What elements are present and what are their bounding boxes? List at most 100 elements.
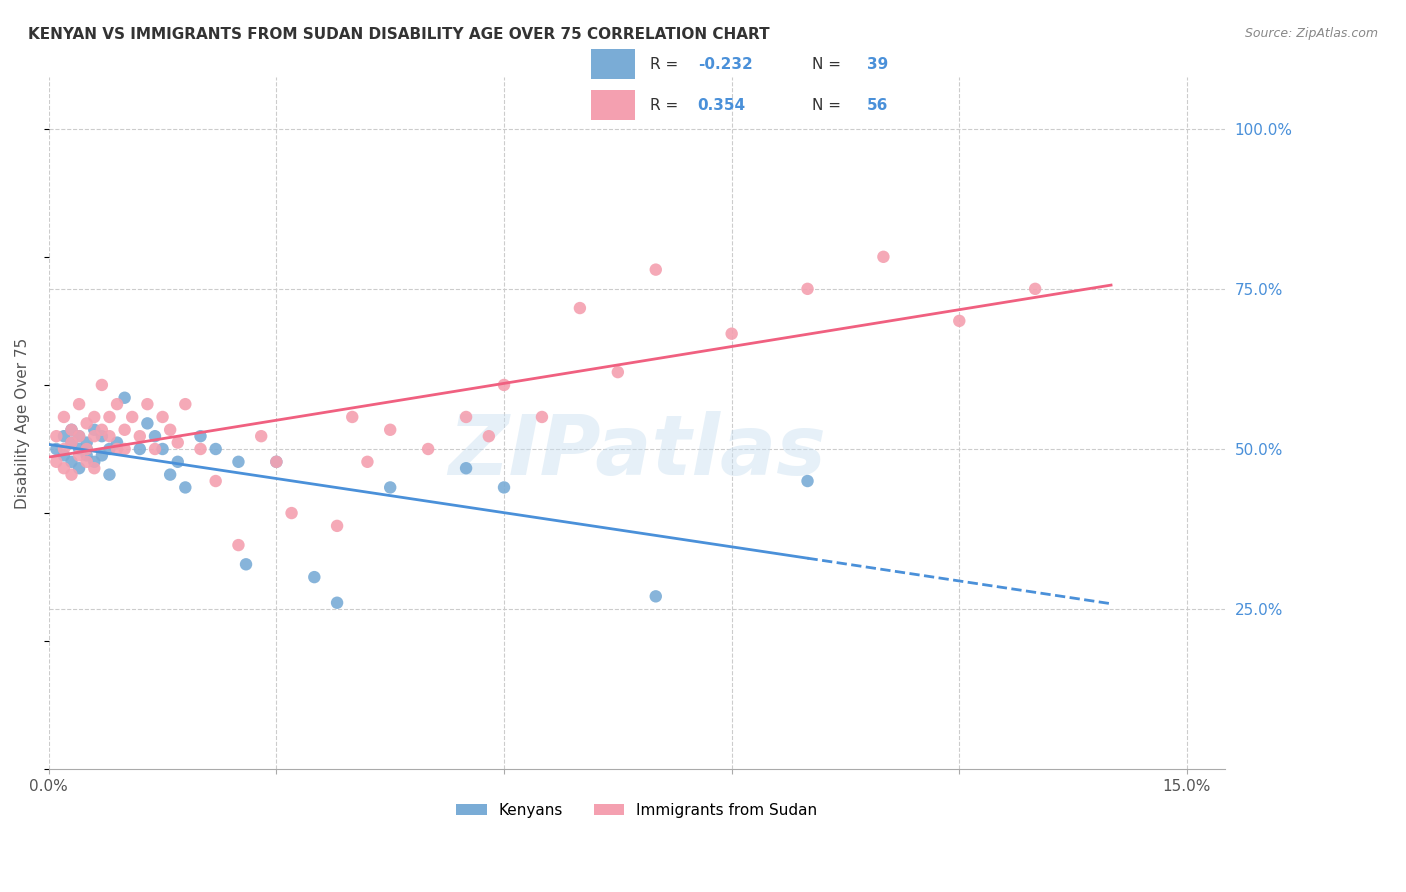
Point [67, 429, 90, 443]
Point [52, 409, 75, 424]
Point [136, 417, 159, 431]
Point [98, 409, 121, 424]
Point [380, 423, 402, 437]
Point [76, 449, 98, 463]
Point [228, 538, 250, 552]
Text: N =: N = [811, 57, 845, 71]
Point [204, 442, 226, 456]
Point [454, 461, 477, 475]
Text: 39: 39 [868, 57, 889, 71]
Point [114, 423, 136, 437]
Point [114, 391, 136, 405]
Point [478, 429, 501, 443]
Point [143, 429, 166, 443]
Point [356, 455, 378, 469]
Point [266, 455, 288, 469]
Point [105, 435, 128, 450]
Point [159, 467, 181, 482]
Point [644, 262, 666, 277]
Point [60, 455, 83, 469]
Point [152, 409, 174, 424]
Point [105, 442, 128, 456]
Point [204, 474, 226, 488]
Text: N =: N = [811, 98, 845, 112]
Point [52, 449, 75, 463]
Point [174, 397, 197, 411]
Point [796, 474, 818, 488]
Point [159, 423, 181, 437]
Point [45, 429, 67, 443]
Point [530, 409, 553, 424]
Point [166, 455, 188, 469]
Point [492, 378, 515, 392]
Point [143, 442, 166, 456]
Point [90, 429, 112, 443]
Point [67, 442, 90, 456]
Point [136, 397, 159, 411]
Point [190, 442, 212, 456]
Point [342, 409, 364, 424]
Point [796, 282, 818, 296]
Point [872, 250, 894, 264]
Point [67, 461, 90, 475]
Point [380, 480, 402, 494]
Point [90, 378, 112, 392]
Point [326, 596, 349, 610]
Point [235, 558, 257, 572]
Point [105, 397, 128, 411]
Text: 56: 56 [868, 98, 889, 112]
Point [114, 442, 136, 456]
Point [76, 455, 98, 469]
Point [67, 397, 90, 411]
Point [228, 455, 250, 469]
Point [83, 461, 105, 475]
Point [121, 409, 143, 424]
Point [60, 467, 83, 482]
Text: R =: R = [651, 98, 683, 112]
Point [52, 442, 75, 456]
Text: Source: ZipAtlas.com: Source: ZipAtlas.com [1244, 27, 1378, 40]
Point [166, 435, 188, 450]
Point [568, 301, 591, 315]
Point [67, 429, 90, 443]
Point [45, 442, 67, 456]
Point [266, 455, 288, 469]
Point [60, 423, 83, 437]
Point [326, 519, 349, 533]
Point [98, 442, 121, 456]
Point [52, 429, 75, 443]
FancyBboxPatch shape [592, 49, 634, 79]
Point [60, 435, 83, 450]
Point [45, 455, 67, 469]
Point [492, 480, 515, 494]
Point [454, 409, 477, 424]
Point [644, 590, 666, 604]
Text: ZIPatlas: ZIPatlas [449, 410, 825, 491]
Text: KENYAN VS IMMIGRANTS FROM SUDAN DISABILITY AGE OVER 75 CORRELATION CHART: KENYAN VS IMMIGRANTS FROM SUDAN DISABILI… [28, 27, 769, 42]
Text: R =: R = [651, 57, 683, 71]
Point [190, 429, 212, 443]
Point [606, 365, 628, 379]
Point [1024, 282, 1046, 296]
Point [76, 435, 98, 450]
Point [174, 480, 197, 494]
FancyBboxPatch shape [592, 90, 634, 120]
Point [98, 467, 121, 482]
Point [948, 314, 970, 328]
Point [250, 429, 273, 443]
Point [76, 442, 98, 456]
Legend: Kenyans, Immigrants from Sudan: Kenyans, Immigrants from Sudan [450, 797, 824, 824]
Point [83, 455, 105, 469]
Point [76, 417, 98, 431]
Point [90, 449, 112, 463]
Text: -0.232: -0.232 [697, 57, 752, 71]
Point [90, 423, 112, 437]
Y-axis label: Disability Age Over 75: Disability Age Over 75 [15, 338, 30, 509]
Point [76, 442, 98, 456]
Point [60, 435, 83, 450]
Point [152, 442, 174, 456]
Point [720, 326, 742, 341]
Point [83, 423, 105, 437]
Point [67, 449, 90, 463]
Point [98, 429, 121, 443]
